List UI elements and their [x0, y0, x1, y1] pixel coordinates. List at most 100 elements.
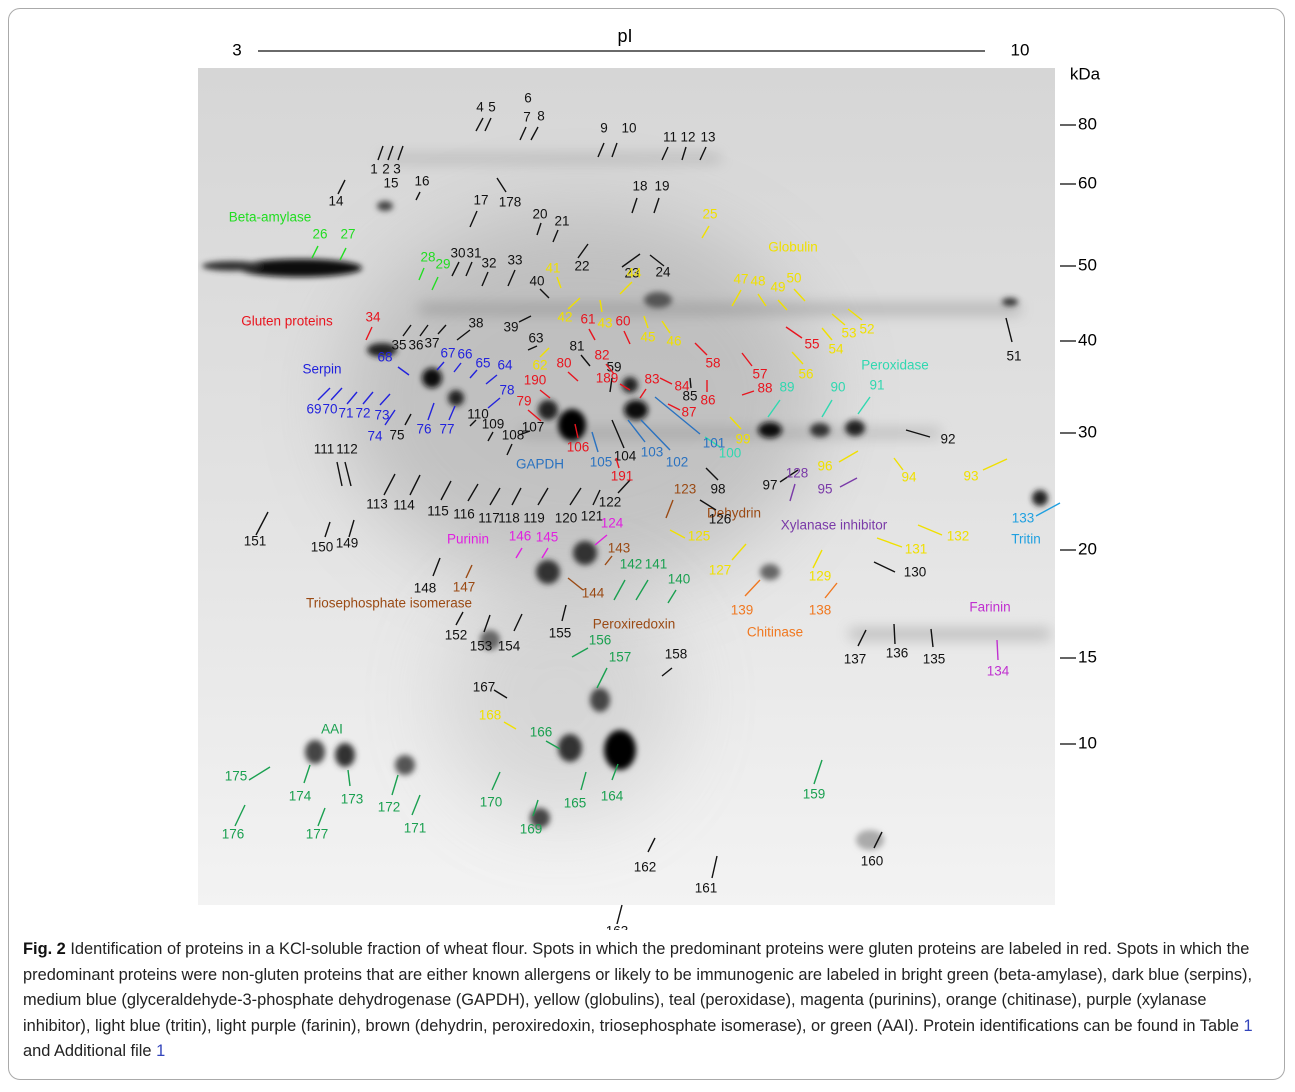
spot-label: 77 [439, 422, 454, 437]
spot-label: 49 [770, 280, 785, 295]
spot-label: 16 [414, 174, 429, 189]
group-label: Purinin [447, 532, 489, 547]
spot-label: 102 [666, 455, 689, 470]
spot-label: 56 [798, 367, 813, 382]
spot-label: 86 [700, 393, 715, 408]
spot-label: 89 [779, 380, 794, 395]
group-label: Globulin [768, 240, 818, 255]
spot-label: 140 [668, 572, 691, 587]
spot-label: 22 [574, 259, 589, 274]
mw-tick-label: 15 [1078, 647, 1097, 666]
spot-label: 119 [523, 511, 545, 526]
spot-label: 110 [467, 407, 489, 422]
group-label: Xylanase inhibitor [781, 518, 888, 533]
table-link[interactable]: 1 [1244, 1017, 1253, 1035]
gel-figure: pI 3 10 kDa 8060504030201510Beta-amylase… [0, 0, 1295, 930]
spot-label: 139 [731, 603, 754, 618]
spot-leader [997, 640, 998, 660]
spot-label: 175 [225, 769, 248, 784]
group-label: Serpin [302, 362, 341, 377]
spot-label: 47 [733, 272, 748, 287]
spot-label: 70 [322, 402, 337, 417]
spot-label: 135 [923, 652, 946, 667]
spot-label: 30 [450, 246, 465, 261]
spot-label: 95 [817, 482, 832, 497]
pi-axis-label: pI [617, 26, 632, 46]
spot-label: 7 [523, 110, 531, 125]
group-label: Tritin [1011, 532, 1041, 547]
spot-label: 27 [340, 227, 355, 242]
spot-label: 116 [453, 507, 475, 522]
spot-label: 153 [470, 639, 493, 654]
spot-label: 48 [750, 274, 765, 289]
spot-label: 29 [435, 257, 450, 272]
spot-label: 11 [663, 130, 677, 145]
spot-label: 20 [532, 207, 547, 222]
spot-label: 120 [555, 511, 578, 526]
spot-label: 94 [901, 470, 917, 485]
spot-label: 54 [828, 342, 844, 357]
spot-label: 143 [608, 541, 631, 556]
spot-label: 60 [615, 314, 630, 329]
mw-tick-label: 50 [1078, 255, 1097, 274]
spot-label: 122 [599, 495, 622, 510]
spot-label: 12 [680, 130, 695, 145]
spot-label: 31 [466, 246, 481, 261]
spot-label: 21 [554, 214, 569, 229]
spot-label: 14 [328, 194, 344, 209]
spot-label: 81 [569, 339, 584, 354]
group-label: Farinin [969, 600, 1010, 615]
file-link[interactable]: 1 [156, 1042, 165, 1060]
spot-label: 2 [382, 162, 390, 177]
spot-label: 46 [666, 334, 681, 349]
spot-label: 73 [374, 408, 389, 423]
spot-label: 189 [596, 371, 619, 386]
spot-label: 123 [674, 482, 697, 497]
spot-label: 148 [414, 581, 437, 596]
mw-tick-label: 80 [1078, 114, 1097, 133]
spot-label: 38 [468, 316, 483, 331]
spot-label: 151 [244, 534, 267, 549]
spot-label: 146 [509, 529, 532, 544]
spot-label: 127 [709, 563, 732, 578]
mw-tick-label: 20 [1078, 539, 1097, 558]
spot-label: 53 [841, 326, 856, 341]
spot-label: 97 [762, 478, 777, 493]
group-label: Triosephosphate isomerase [306, 596, 472, 611]
group-label: GAPDH [516, 457, 564, 472]
group-label: Beta-amylase [229, 210, 312, 225]
spot-label: 107 [522, 420, 545, 435]
spot-label: 42 [557, 310, 572, 325]
spot-label: 98 [710, 482, 725, 497]
spot-label: 161 [695, 881, 718, 896]
spot-label: 24 [655, 265, 671, 280]
spot-label: 18 [632, 179, 647, 194]
spot-label: 8 [537, 109, 545, 124]
spot-label: 52 [859, 322, 874, 337]
spot-label: 26 [312, 227, 327, 242]
spot-label: 129 [809, 569, 832, 584]
spot-label: 62 [532, 358, 547, 373]
spot-label: 88 [757, 381, 772, 396]
spot-label: 57 [752, 367, 767, 382]
spot-label: 65 [475, 356, 490, 371]
spot-label: 80 [556, 356, 571, 371]
group-label: Chitinase [747, 625, 803, 640]
caption-text: Identification of proteins in a KCl-solu… [23, 940, 1252, 1035]
spot-label: 90 [830, 380, 845, 395]
spot-label: 167 [473, 680, 496, 695]
spot-label: 13 [700, 130, 715, 145]
spot-label: 162 [634, 860, 657, 875]
spot-label: 133 [1012, 511, 1035, 526]
spot-label: 125 [688, 529, 711, 544]
pi-right-label: 10 [1011, 40, 1030, 59]
spot-label: 176 [222, 827, 245, 842]
spot-label: 45 [640, 330, 655, 345]
spot-label: 44 [626, 266, 642, 281]
spot-label: 96 [817, 459, 832, 474]
spot-label: 141 [645, 557, 668, 572]
spot-label: 131 [905, 542, 928, 557]
spot-label: 85 [682, 389, 697, 404]
spot-label: 101 [703, 436, 726, 451]
spot-label: 191 [611, 469, 634, 484]
